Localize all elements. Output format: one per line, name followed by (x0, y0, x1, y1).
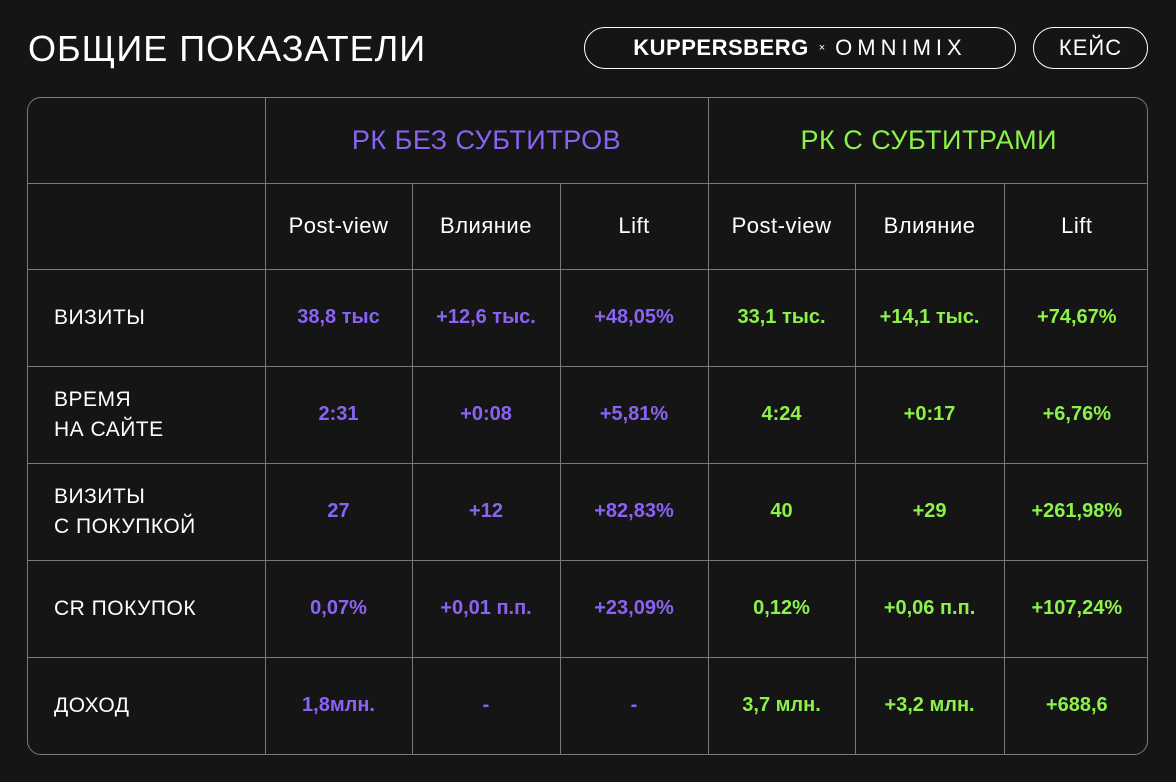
value-cell: +261,98% (1003, 462, 1147, 561)
brand-separator: × (818, 42, 826, 54)
corner-cell (28, 182, 266, 270)
value-cell: +12 (411, 462, 561, 561)
subheader-cell: Lift (1003, 182, 1147, 270)
value-cell: +14,1 тыс. (854, 268, 1005, 367)
metrics-table-container: РК БЕЗ СУБТИТРОВ РК С СУБТИТРАМИ Post-vi… (27, 97, 1148, 755)
value-cell: 3,7 млн. (707, 656, 856, 754)
value-cell: +688,6 (1003, 656, 1147, 754)
value-cell: +23,09% (559, 559, 709, 658)
subheader-cell: Влияние (854, 182, 1005, 270)
value-cell: +0:08 (411, 365, 561, 464)
value-cell: 38,8 тыс (264, 268, 413, 367)
value-cell: - (559, 656, 709, 754)
subheader-cell: Post-view (707, 182, 856, 270)
page-title: ОБЩИЕ ПОКАЗАТЕЛИ (28, 28, 427, 69)
value-cell: +74,67% (1003, 268, 1147, 367)
value-cell: 1,8млн. (264, 656, 413, 754)
brand-badge: KUPPERSBERG × OMNIMIX (584, 27, 1016, 69)
value-cell: +3,2 млн. (854, 656, 1005, 754)
row-label: ВРЕМЯ НА САЙТЕ (28, 365, 266, 464)
value-cell: 2:31 (264, 365, 413, 464)
value-cell: 33,1 тыс. (707, 268, 856, 367)
group-header-no-subtitles: РК БЕЗ СУБТИТРОВ (264, 98, 709, 184)
table-row: CR ПОКУПОК 0,07% +0,01 п.п. +23,09% 0,12… (28, 559, 1147, 658)
metrics-table: РК БЕЗ СУБТИТРОВ РК С СУБТИТРАМИ Post-vi… (28, 98, 1147, 754)
subheader-cell: Post-view (264, 182, 413, 270)
table-row: ВИЗИТЫ С ПОКУПКОЙ 27 +12 +82,83% 40 +29 … (28, 462, 1147, 561)
row-label: ВИЗИТЫ (28, 268, 266, 367)
table-row: ВРЕМЯ НА САЙТЕ 2:31 +0:08 +5,81% 4:24 +0… (28, 365, 1147, 464)
subheader-cell: Влияние (411, 182, 561, 270)
value-cell: +29 (854, 462, 1005, 561)
value-cell: +0,06 п.п. (854, 559, 1005, 658)
value-cell: +5,81% (559, 365, 709, 464)
group-header-with-subtitles: РК С СУБТИТРАМИ (707, 98, 1147, 184)
value-cell: 4:24 (707, 365, 856, 464)
value-cell: +6,76% (1003, 365, 1147, 464)
value-cell: +12,6 тыс. (411, 268, 561, 367)
value-cell: +48,05% (559, 268, 709, 367)
value-cell: 0,07% (264, 559, 413, 658)
subheader-row: Post-view Влияние Lift Post-view Влияние… (28, 182, 1147, 270)
corner-cell (28, 98, 266, 184)
case-badge: КЕЙС (1033, 27, 1148, 69)
brand-kuppersberg: KUPPERSBERG (633, 35, 809, 60)
brand-omnimix: OMNIMIX (835, 35, 967, 60)
value-cell: +0,01 п.п. (411, 559, 561, 658)
group-header-row: РК БЕЗ СУБТИТРОВ РК С СУБТИТРАМИ (28, 98, 1147, 184)
table-row: ВИЗИТЫ 38,8 тыс +12,6 тыс. +48,05% 33,1 … (28, 268, 1147, 367)
table-row: ДОХОД 1,8млн. - - 3,7 млн. +3,2 млн. +68… (28, 656, 1147, 754)
value-cell: +107,24% (1003, 559, 1147, 658)
value-cell: 40 (707, 462, 856, 561)
row-label: ВИЗИТЫ С ПОКУПКОЙ (28, 462, 266, 561)
value-cell: 0,12% (707, 559, 856, 658)
value-cell: +0:17 (854, 365, 1005, 464)
row-label: CR ПОКУПОК (28, 559, 266, 658)
value-cell: - (411, 656, 561, 754)
value-cell: 27 (264, 462, 413, 561)
value-cell: +82,83% (559, 462, 709, 561)
subheader-cell: Lift (559, 182, 709, 270)
row-label: ДОХОД (28, 656, 266, 754)
